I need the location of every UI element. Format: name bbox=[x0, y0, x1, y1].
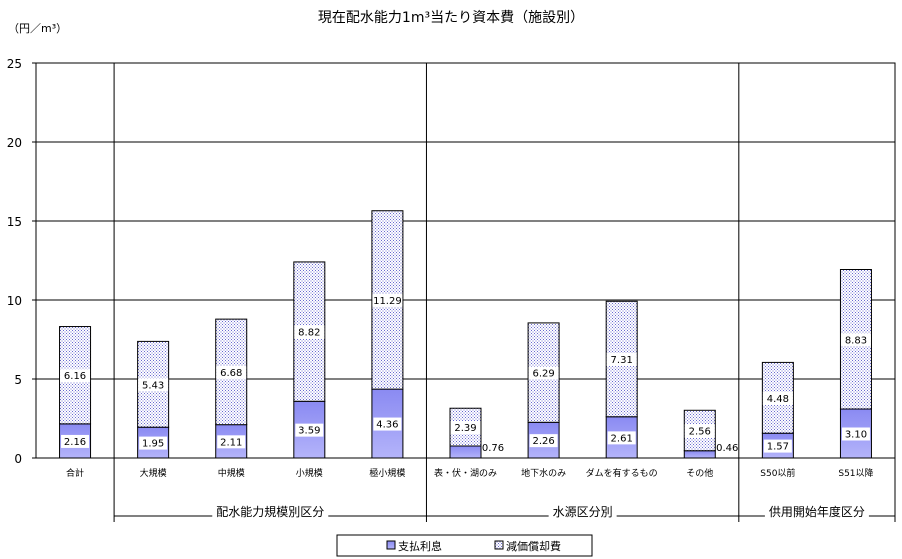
data-label-bg-interest-10 bbox=[841, 427, 870, 441]
legend-label-interest: 支払利息 bbox=[398, 539, 442, 553]
x-tick-label-8: その他 bbox=[686, 467, 713, 479]
data-label-bg-depreciation-0 bbox=[60, 369, 91, 383]
data-label-bg-interest-0 bbox=[61, 434, 90, 448]
legend-label-depreciation: 減価償却費 bbox=[506, 539, 561, 553]
data-label-bg-depreciation-6 bbox=[528, 366, 559, 380]
data-label-interest-9: 1.57 bbox=[767, 442, 789, 453]
data-label-bg-depreciation-5 bbox=[450, 421, 481, 435]
group-label-0: 配水能力規模別区分 bbox=[216, 504, 324, 519]
data-label-bg-interest-1 bbox=[139, 436, 168, 450]
x-tick-label-5: 表・伏・湖のみ bbox=[434, 467, 497, 479]
data-label-bg-depreciation-7 bbox=[606, 353, 637, 367]
y-tick-label-5: 25 bbox=[7, 57, 22, 71]
x-tick-label-6: 地下水のみ bbox=[521, 467, 566, 479]
data-label-bg-depreciation-4 bbox=[372, 293, 403, 307]
data-label-interest-8: 0.46 bbox=[716, 443, 738, 454]
data-label-interest-10: 3.10 bbox=[845, 430, 867, 441]
x-tick-label-1: 大規模 bbox=[140, 467, 167, 479]
y-tick-label-0: 0 bbox=[14, 452, 22, 466]
bar-interest-8 bbox=[683, 450, 716, 459]
data-label-depreciation-1: 5.43 bbox=[142, 380, 164, 391]
group-label-bg-0 bbox=[212, 504, 329, 520]
data-label-interest-7: 2.61 bbox=[611, 433, 633, 444]
data-label-interest-1: 1.95 bbox=[142, 439, 164, 450]
group-label-bg-1 bbox=[548, 504, 617, 520]
legend-swatch-depreciation bbox=[494, 540, 504, 550]
data-label-depreciation-2: 6.68 bbox=[220, 368, 242, 379]
data-label-interest-2: 2.11 bbox=[220, 437, 242, 448]
data-label-bg-interest-7 bbox=[607, 431, 636, 445]
data-label-interest-6: 2.26 bbox=[532, 436, 554, 447]
data-label-bg-depreciation-10 bbox=[840, 333, 871, 347]
data-label-depreciation-9: 4.48 bbox=[767, 394, 789, 405]
data-label-bg-interest-2 bbox=[217, 435, 246, 449]
data-label-bg-interest-3 bbox=[295, 423, 324, 437]
data-label-bg-interest-4 bbox=[373, 417, 402, 431]
data-label-interest-3: 3.59 bbox=[298, 426, 320, 437]
bars: 2.16 6.16 1.95 5.43 2.11 6.68 3.59 8.82 4.36 11.2… bbox=[59, 210, 872, 459]
data-label-depreciation-6: 6.29 bbox=[532, 369, 554, 380]
data-label-bg-depreciation-8 bbox=[684, 424, 715, 438]
y-tick-labels: 0 5 10 15 20 25 bbox=[7, 57, 22, 466]
x-tick-label-9: S50以前 bbox=[760, 467, 795, 479]
data-label-depreciation-8: 2.56 bbox=[689, 427, 711, 438]
x-tick-label-2: 中規模 bbox=[218, 467, 245, 479]
data-label-depreciation-0: 6.16 bbox=[64, 371, 86, 382]
y-tick-label-2: 10 bbox=[7, 294, 22, 308]
x-tick-label-4: 極小規模 bbox=[369, 467, 405, 479]
data-label-bg-depreciation-9 bbox=[762, 391, 793, 405]
y-tick-label-4: 20 bbox=[7, 136, 22, 150]
data-label-depreciation-7: 7.31 bbox=[611, 355, 633, 366]
y-tick-label-1: 5 bbox=[14, 373, 22, 387]
data-label-bg-interest-9 bbox=[763, 439, 792, 453]
data-label-bg-depreciation-2 bbox=[216, 365, 247, 379]
x-tick-label-0: 合計 bbox=[66, 467, 84, 479]
data-label-bg-interest-6 bbox=[529, 434, 558, 448]
data-label-depreciation-3: 8.82 bbox=[298, 328, 320, 339]
x-tick-label-7: ダムを有するもの bbox=[586, 467, 658, 479]
chart-title: 現在配水能力1m³当たり資本費（施設別） bbox=[318, 10, 584, 26]
data-label-interest-0: 2.16 bbox=[64, 437, 86, 448]
data-label-bg-depreciation-1 bbox=[138, 378, 169, 392]
data-label-interest-4: 4.36 bbox=[376, 420, 398, 431]
y-axis-label: （円／m³） bbox=[8, 22, 67, 35]
y-tick-label-3: 15 bbox=[7, 215, 22, 229]
group-label-2: 供用開始年度区分 bbox=[769, 504, 865, 519]
bar-interest-5 bbox=[449, 445, 482, 459]
data-label-depreciation-4: 11.29 bbox=[373, 296, 402, 307]
data-label-interest-5: 0.76 bbox=[482, 443, 504, 454]
legend-swatch-interest bbox=[386, 540, 396, 550]
data-label-depreciation-5: 2.39 bbox=[454, 423, 476, 434]
x-tick-label-3: 小規模 bbox=[296, 468, 323, 479]
x-tick-label-10: S51以降 bbox=[838, 467, 873, 479]
group-label-1: 水源区分別 bbox=[553, 505, 613, 519]
group-label-bg-2 bbox=[764, 504, 869, 520]
group-labels: 配水能力規模別区分 水源区分別 供用開始年度区分 bbox=[114, 504, 895, 520]
x-tick-labels: 合計 大規模 中規模 小規模 極小規模 表・伏・湖のみ 地下水のみ ダムを有するもの その他 S5… bbox=[66, 467, 874, 479]
data-label-depreciation-10: 8.83 bbox=[845, 335, 867, 346]
legend: 支払利息 減価償却費 bbox=[336, 534, 593, 557]
data-label-bg-depreciation-3 bbox=[294, 325, 325, 339]
